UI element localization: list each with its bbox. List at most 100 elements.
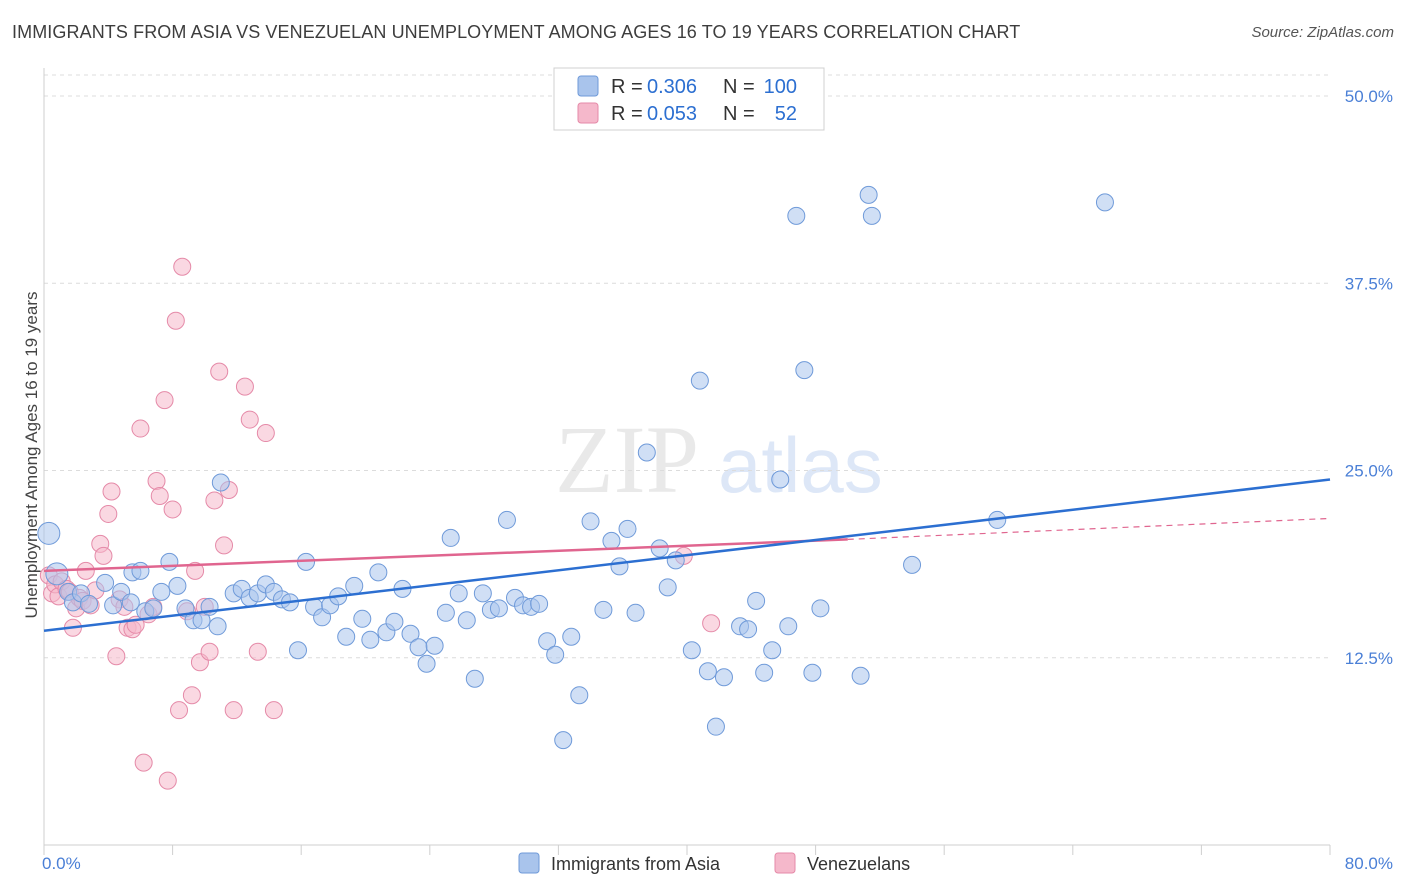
legend-n-label-2: N = [723,103,755,125]
asia-point-43 [385,612,404,631]
ven-point-24 [131,419,150,438]
ven-point-18 [107,647,126,666]
asia-point-37 [337,627,356,646]
asia-point-39 [353,609,372,628]
ven-point-49 [248,642,267,661]
ven-point-11 [76,561,95,580]
asia-point-95 [862,206,881,225]
asia-point-69 [602,531,621,550]
ven-point-41 [200,642,219,661]
ven-point-42 [205,491,224,510]
asia-point-90 [795,361,814,380]
ven-point-53 [702,614,721,633]
asia-point-88 [779,617,798,636]
asia-point-16 [168,576,187,595]
trend-lines [43,478,1331,633]
asia-point-51 [449,584,468,603]
ven-point-44 [215,536,234,555]
legend-r-label-1: R = [611,76,643,98]
ven-point-37 [182,686,201,705]
asia-point-76 [666,551,685,570]
legend-n-value-1: 100 [764,76,797,98]
asia-point-21 [208,617,227,636]
ven-point-43 [210,362,229,381]
ven-point-31 [158,771,177,790]
ven-point-46 [224,701,243,720]
asia-point-56 [489,599,508,618]
asia-point-75 [658,578,677,597]
legend-swatch-asia [577,75,599,97]
legend-box [553,67,825,131]
series-legend-swatch-asia [518,852,540,874]
y-tick-label-1: 25.0% [1345,462,1393,481]
asia-point-5 [80,594,99,613]
asia-point-13 [144,599,163,618]
ven-point-33 [166,311,185,330]
series-legend: Immigrants from Asia Venezuelans [518,852,910,874]
asia-point-92 [803,663,822,682]
asia-point-98 [1095,193,1114,212]
asia-point-50 [441,528,460,547]
asia-point-72 [626,603,645,622]
asia-point-91 [811,599,830,618]
ven-trend-extension [847,517,1331,541]
ven-point-29 [150,486,169,505]
legend-n-value-2: 52 [775,103,797,125]
ven-point-48 [240,410,259,429]
asia-point-89 [787,206,806,225]
ven-point-35 [173,257,192,276]
ven-point-30 [155,391,174,410]
asia-point-86 [763,641,782,660]
asia-point-11 [131,561,150,580]
series-legend-asia: Immigrants from Asia [551,854,721,874]
ven-point-15 [94,546,113,565]
ven-point-34 [170,701,189,720]
ven-point-38 [186,561,205,580]
asia-point-79 [698,662,717,681]
asia-point-31 [288,641,307,660]
chart-title: IMMIGRANTS FROM ASIA VS VENEZUELAN UNEMP… [12,22,1021,42]
asia-point-9 [121,593,140,612]
asia-point-15 [160,552,179,571]
y-tick-label-2: 37.5% [1345,274,1393,293]
asia-point-71 [618,519,637,538]
asia-trend-line [43,478,1331,633]
ven-point-50 [256,424,275,443]
watermark-zip: ZIP [555,406,699,513]
asia-point-67 [581,512,600,531]
ven-point-51 [264,701,283,720]
x-tick-label-0: 0.0% [42,854,81,873]
ven-trend-line [43,538,848,573]
ven-point-47 [235,377,254,396]
asia-point-94 [859,185,878,204]
asia-point-41 [369,563,388,582]
x-tick-labels: 0.0% 80.0% [42,854,1393,873]
asia-point-81 [714,668,733,687]
ven-point-17 [102,482,121,501]
asia-point-80 [706,717,725,736]
asia-point-46 [409,638,428,657]
asia-point-61 [530,594,549,613]
asia-point-85 [755,663,774,682]
grid-lines [44,74,1330,659]
y-tick-labels: 12.5% 25.0% 37.5% 50.0% [1345,87,1393,668]
watermark: ZIP atlas [555,406,883,513]
ven-point-32 [163,500,182,519]
ven-point-28 [147,471,166,490]
x-tick-label-1: 80.0% [1345,854,1393,873]
asia-point-63 [546,645,565,664]
asia-point-65 [562,627,581,646]
asia-point-54 [473,584,492,603]
legend-swatch-ven [577,102,599,124]
asia-point-87 [771,470,790,489]
asia-point-14 [152,582,171,601]
asia-point-66 [570,686,589,705]
asia-point-74 [650,539,669,558]
asia-point-53 [465,669,484,688]
watermark-atlas: atlas [718,421,883,509]
source-label: Source: ZipAtlas.com [1251,24,1394,41]
legend-r-value-2: 0.053 [647,103,697,125]
asia-point-6 [96,573,115,592]
asia-point-83 [739,620,758,639]
correlation-legend: R = 0.306 N = 100 R = 0.053 N = 52 [553,67,825,131]
